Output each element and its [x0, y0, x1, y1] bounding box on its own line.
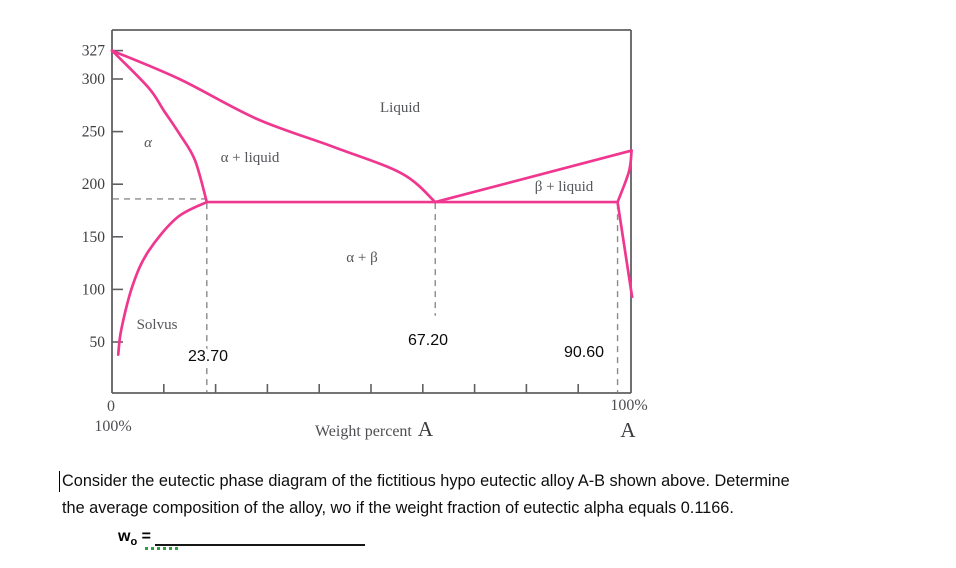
spellcheck-squiggle [145, 547, 179, 550]
x-axis-right-sublabel: A [620, 418, 636, 442]
region-label-beta-liquid: β + liquid [535, 179, 594, 195]
liquidus_right-curve [433, 149, 633, 204]
answer-blank-field[interactable] [155, 543, 365, 546]
x-axis-right-tick-label: 100% [610, 397, 647, 414]
x-axis-left-sublabel: 100% [94, 418, 131, 435]
y-tick-label-327: 327 [82, 43, 106, 60]
y-tick-label-300: 300 [82, 71, 106, 88]
y-tick-label-150: 150 [82, 229, 106, 246]
y-tick-label-100: 100 [82, 281, 106, 298]
question-text: Consider the eutectic phase diagram of t… [62, 468, 882, 522]
x-axis-ticks [163, 384, 580, 393]
answer-row: wo = [118, 528, 365, 552]
liquidus_left-curve [110, 49, 437, 204]
y-tick-label-250: 250 [82, 124, 106, 141]
region-label-solvus: Solvus [137, 317, 178, 333]
solvus_left-curve [116, 200, 209, 356]
text-cursor [59, 471, 60, 492]
phase-boundary-curves [110, 49, 634, 356]
composition-label-eutectic: 67.20 [408, 332, 448, 349]
composition-label-alpha-max: 23.70 [188, 348, 228, 365]
region-label-alpha-beta: α + β [346, 250, 377, 266]
x-axis-left-tick-label: 0 [107, 398, 115, 415]
region-label-alpha: α [144, 135, 153, 151]
phase-diagram: 327 300 250 200 150 100 50 Liquid α α + liquid… [82, 29, 648, 442]
solidus_left-curve [110, 49, 209, 204]
y-tick-label-200: 200 [82, 176, 106, 193]
solidus_right-curve [616, 149, 633, 204]
question-line-2: the average composition of the alloy, wo… [62, 499, 734, 517]
region-label-alpha-liquid: α + liquid [221, 150, 280, 166]
answer-variable-label: wo = [118, 528, 151, 549]
x-axis-title: Weight percent A [315, 417, 434, 441]
dashed-guides [113, 198, 619, 393]
question-line-1: Consider the eutectic phase diagram of t… [62, 472, 790, 490]
solvus_right-curve [616, 200, 634, 299]
region-label-liquid: Liquid [380, 100, 420, 116]
y-axis-ticks: 327 300 250 200 150 100 50 [82, 43, 123, 351]
y-tick-label-50: 50 [90, 334, 106, 351]
composition-label-beta-min: 90.60 [564, 344, 604, 361]
